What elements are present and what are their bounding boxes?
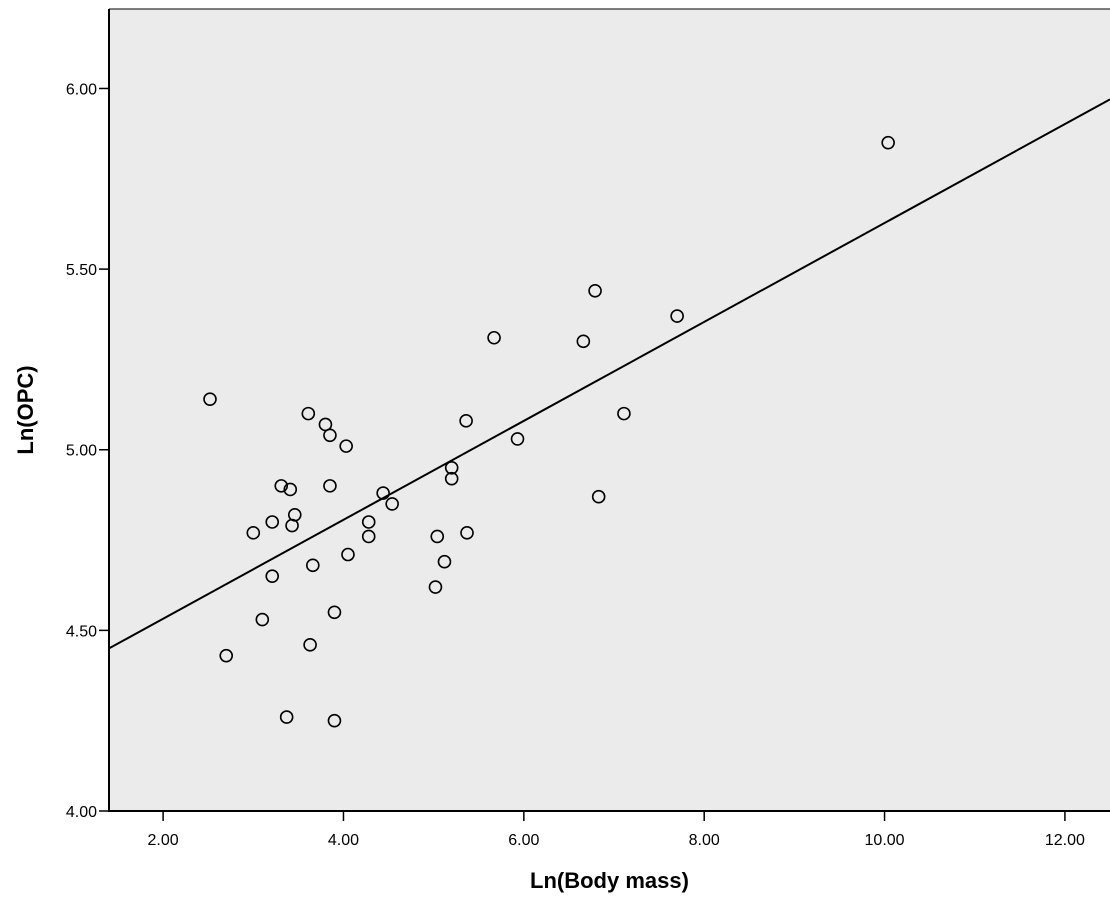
y-axis-title: Ln(OPC)	[13, 365, 38, 454]
data-point	[246, 526, 261, 540]
data-point	[460, 526, 474, 540]
data-point	[306, 558, 320, 573]
data-point	[376, 486, 390, 500]
data-point	[588, 283, 602, 298]
x-tick-label: 4.00	[328, 832, 359, 849]
fit-line-layer	[108, 98, 1110, 650]
data-point	[323, 428, 337, 443]
data-point	[301, 406, 316, 421]
data-point	[444, 461, 459, 475]
data-point	[430, 529, 445, 544]
fit-line	[108, 98, 1110, 650]
data-point	[219, 648, 234, 663]
data-point	[303, 638, 317, 652]
data-point	[341, 547, 355, 562]
data-point	[459, 414, 473, 428]
data-point	[265, 569, 280, 583]
data-point	[591, 489, 606, 504]
x-axis-title: Ln(Body mass)	[530, 868, 689, 893]
x-tick-label: 8.00	[689, 832, 720, 849]
data-point	[487, 330, 501, 345]
data-point	[881, 135, 895, 150]
data-point	[283, 482, 298, 497]
y-tick-label: 6.00	[66, 81, 97, 98]
data-point	[327, 713, 342, 728]
y-tick-label: 5.00	[66, 443, 97, 460]
data-point	[670, 309, 684, 323]
data-point	[361, 529, 376, 544]
data-point	[255, 612, 270, 627]
data-point	[339, 439, 353, 453]
data-point	[287, 507, 302, 522]
data-point	[385, 497, 399, 511]
data-point	[510, 432, 525, 446]
data-point	[327, 605, 342, 620]
x-tick-label: 12.00	[1045, 832, 1085, 849]
data-point	[576, 334, 591, 349]
axes-layer: 4.00 4.50 5.00 5.50 6.00 2.00 4.00 6.00 8.00 10.0…	[66, 8, 1110, 849]
x-tick-label: 10.00	[865, 832, 905, 849]
data-point	[203, 392, 217, 406]
data-point	[428, 580, 443, 594]
data-point	[444, 471, 459, 486]
data-point	[265, 515, 280, 529]
data-point	[274, 479, 289, 493]
y-tick-label: 5.50	[66, 262, 97, 279]
data-point	[279, 710, 294, 724]
x-tick-label: 6.00	[508, 832, 539, 849]
x-tick-label: 2.00	[148, 832, 179, 849]
data-point	[361, 515, 376, 529]
data-point	[617, 406, 631, 421]
data-point	[323, 479, 337, 493]
y-tick-label: 4.00	[66, 804, 97, 821]
plot-area	[109, 9, 1110, 811]
data-point	[437, 554, 452, 569]
y-tick-label: 4.50	[66, 623, 97, 640]
data-points-layer	[203, 135, 895, 728]
